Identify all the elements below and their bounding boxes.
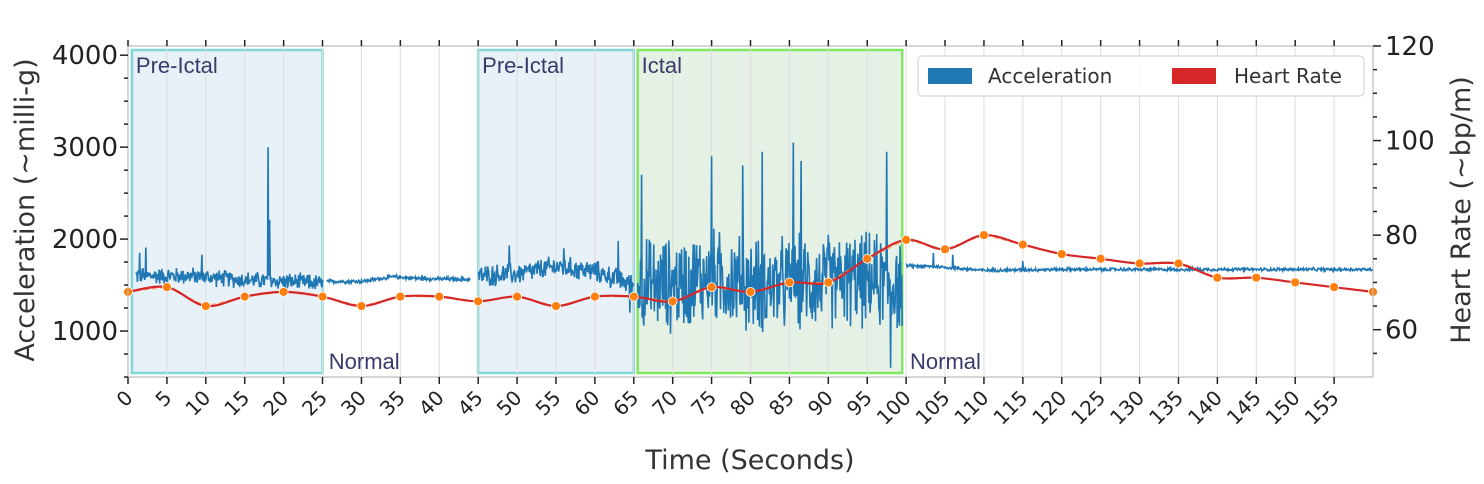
heart-rate-point	[589, 291, 600, 302]
acceleration-segment-2	[477, 240, 635, 313]
x-tick-label: 65	[608, 386, 643, 421]
heart-rate-point	[1329, 282, 1339, 293]
y-axis-left-title: Acceleration (~milli-g)	[10, 58, 41, 361]
x-tick-label: 60	[569, 386, 604, 421]
heart-rate-point	[200, 301, 211, 311]
heart-rate-point	[1173, 258, 1184, 269]
heart-rate-point	[1134, 258, 1145, 269]
x-tick-label: 0	[112, 386, 138, 412]
x-tick-label: 145	[1222, 386, 1266, 430]
x-tick-label: 40	[414, 386, 449, 421]
heart-rate-point	[745, 286, 756, 297]
x-tick-label: 10	[180, 386, 215, 421]
region-labels: Pre-Ictal Pre-Ictal Ictal Normal Normal	[136, 53, 981, 374]
legend-label-heart-rate: Heart Rate	[1234, 64, 1342, 88]
y-tick-label-left: 2000	[52, 225, 118, 255]
x-tick-label: 120	[1027, 386, 1071, 430]
annotation-normal-0: Normal	[329, 349, 400, 374]
x-tick-label: 95	[842, 386, 877, 421]
heart-rate-point	[1251, 272, 1262, 283]
y-axis-right-title: Heart Rate (~bp/m)	[1446, 76, 1477, 344]
x-tick-label: 110	[949, 386, 993, 430]
x-tick-label: 155	[1300, 386, 1344, 430]
heart-rate-point	[706, 282, 717, 293]
heart-rate-point	[667, 296, 678, 307]
heart-rate-point	[317, 291, 328, 302]
heart-rate-point	[1017, 239, 1028, 250]
legend: Acceleration Heart Rate	[917, 55, 1365, 97]
legend-box	[917, 55, 1365, 97]
x-tick-label: 75	[686, 386, 721, 421]
legend-swatch-heart-rate	[1172, 68, 1216, 84]
legend-label-acceleration: Acceleration	[988, 64, 1112, 88]
y-tick-label-right: 120	[1385, 32, 1435, 62]
heart-rate-point	[162, 282, 172, 293]
acceleration-segment-3	[636, 142, 903, 368]
annotation-normal-1: Normal	[910, 349, 981, 374]
y-tick-label-right: 60	[1385, 316, 1418, 346]
y-tick-label-left: 3000	[52, 133, 118, 163]
heart-rate-point	[979, 230, 989, 241]
region-0	[130, 48, 324, 375]
region-2	[636, 48, 904, 375]
heart-rate-point	[356, 301, 367, 311]
acceleration-series	[135, 142, 1374, 368]
x-tick-label: 130	[1105, 386, 1149, 430]
x-tick-label: 90	[803, 386, 838, 421]
y-tick-label-left: 1000	[52, 317, 118, 347]
heart-rate-point	[239, 291, 250, 302]
x-tick-label: 115	[988, 386, 1032, 430]
heart-rate-point	[1095, 253, 1106, 264]
x-tick-label: 100	[872, 386, 916, 430]
x-tick-label: 80	[725, 386, 760, 421]
heart-rate-series	[123, 230, 1378, 311]
heart-rate-point	[512, 291, 522, 302]
region-label-1: Pre-Ictal	[482, 53, 564, 78]
y-tick-label-left: 4000	[52, 41, 118, 71]
x-tick-label: 135	[1144, 386, 1188, 430]
acceleration-segment-4	[905, 252, 1374, 274]
region-label-0: Pre-Ictal	[136, 53, 218, 78]
x-tick-label: 5	[150, 386, 176, 412]
acceleration-segment-0	[135, 147, 324, 290]
heart-rate-point	[1056, 249, 1067, 259]
acceleration-segment-1	[326, 272, 471, 286]
x-axis-title: Time (Seconds)	[644, 445, 854, 476]
heart-rate-point	[278, 286, 289, 297]
x-tick-label: 55	[531, 386, 566, 421]
x-tick-label: 150	[1261, 386, 1305, 430]
legend-swatch-acceleration	[928, 68, 972, 84]
x-tick-label: 35	[375, 386, 410, 421]
x-tick-label: 25	[297, 386, 332, 421]
heart-rate-point	[473, 296, 484, 307]
heart-rate-point	[862, 253, 873, 264]
x-tick-label: 140	[1183, 386, 1227, 430]
x-tick-label: 70	[647, 386, 682, 421]
x-tick-label: 50	[492, 386, 527, 421]
heart-rate-point	[823, 277, 834, 288]
heart-rate-point	[1290, 277, 1301, 288]
x-tick-label: 125	[1066, 386, 1110, 430]
heart-rate-point	[434, 291, 445, 302]
x-tick-label: 105	[911, 386, 955, 430]
region-label-2: Ictal	[642, 53, 682, 78]
x-tick-label: 15	[219, 386, 254, 421]
heart-rate-point	[1212, 272, 1223, 283]
y-tick-label-right: 80	[1385, 221, 1418, 251]
heart-rate-point	[395, 291, 406, 302]
x-tick-label: 30	[336, 386, 371, 421]
heart-rate-point	[628, 291, 639, 302]
heart-rate-point	[901, 234, 912, 245]
x-tick-label: 45	[453, 386, 488, 421]
x-tick-label: 20	[258, 386, 293, 421]
x-tick-label: 85	[764, 386, 799, 421]
y-tick-label-right: 100	[1385, 127, 1435, 157]
heart-rate-point	[551, 301, 561, 311]
heart-rate-point	[784, 277, 795, 288]
heart-rate-point	[940, 244, 950, 255]
